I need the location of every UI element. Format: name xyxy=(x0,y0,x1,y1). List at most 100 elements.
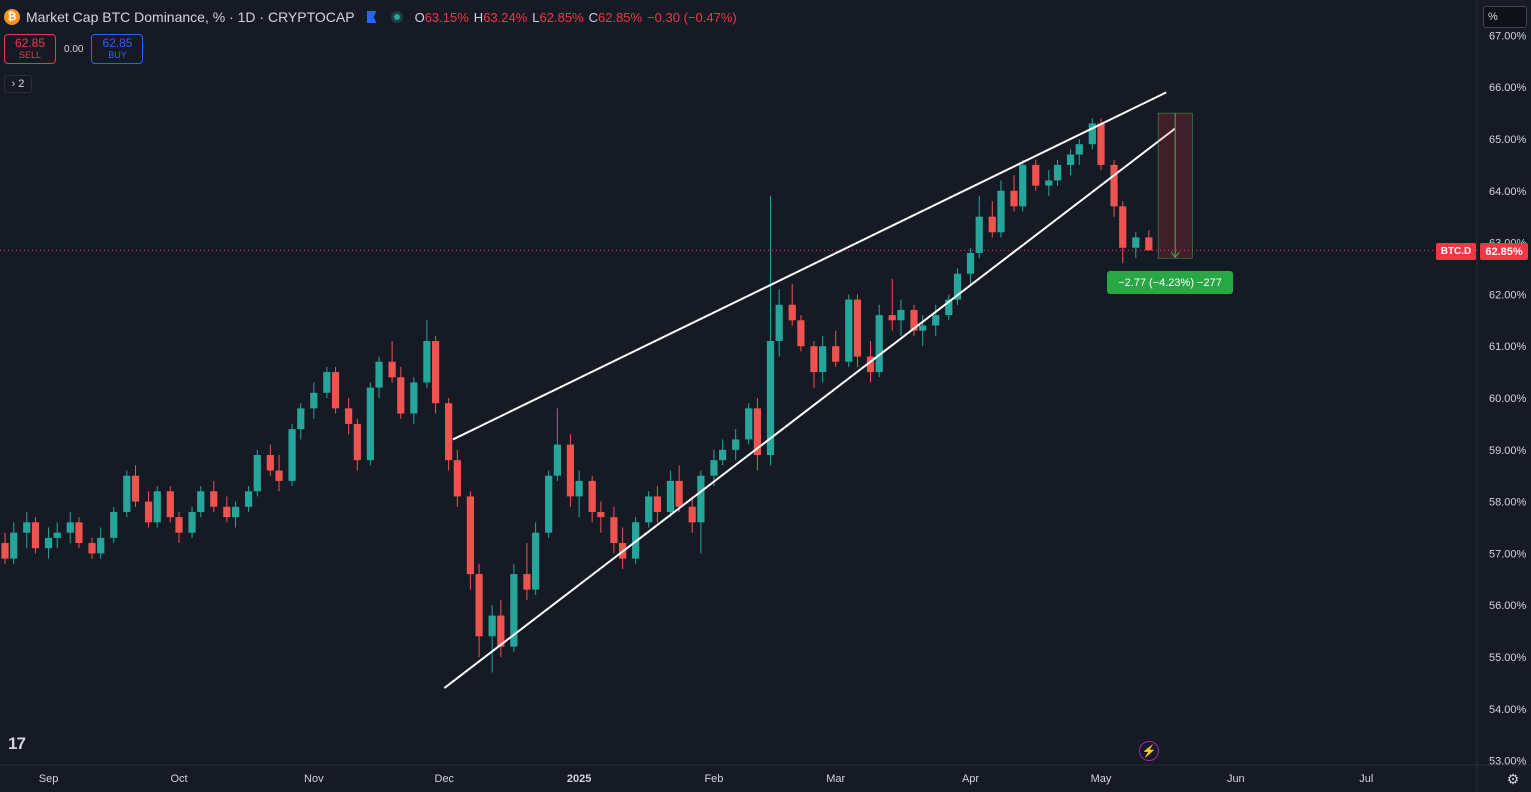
candle-body xyxy=(597,511,605,518)
candle-body xyxy=(832,346,840,362)
y-tick-label: 59.00% xyxy=(1489,445,1527,457)
candle-body xyxy=(375,361,383,388)
candle-body xyxy=(753,408,762,455)
flag-icon[interactable] xyxy=(366,11,377,23)
x-tick-label: 2025 xyxy=(567,773,591,785)
candle-body xyxy=(131,475,140,502)
gear-icon[interactable]: ⚙ xyxy=(1506,770,1520,787)
sell-price: 62.85 xyxy=(14,36,46,50)
candle-body xyxy=(566,444,575,497)
spread-value: 0.00 xyxy=(64,43,84,55)
sell-button[interactable]: 62.85 SELL xyxy=(4,34,56,64)
candle-body xyxy=(223,506,231,518)
candle-body xyxy=(288,429,296,481)
candle-body xyxy=(666,480,675,512)
bitcoin-logo-icon: ₿ xyxy=(4,9,20,25)
candle-body xyxy=(819,346,827,373)
candle-body xyxy=(919,325,927,331)
candle-body xyxy=(88,543,96,554)
candle-body xyxy=(44,537,53,549)
candle-body xyxy=(1053,164,1062,181)
candle-body xyxy=(688,506,696,523)
candle-body xyxy=(510,574,518,647)
candle-body xyxy=(397,377,405,414)
candle-body xyxy=(353,423,361,461)
lightning-icon[interactable]: ⚡ xyxy=(1139,741,1159,761)
candle-body xyxy=(610,517,618,544)
x-tick-label: Jun xyxy=(1227,773,1245,785)
symbol-price-tag: BTC.D xyxy=(1436,243,1476,260)
chevron-icon: › xyxy=(11,78,16,90)
candle-body xyxy=(1110,164,1118,207)
high-label: H xyxy=(473,9,484,25)
close-label: C xyxy=(588,9,598,25)
indicators-toggle-button[interactable]: › 2 xyxy=(4,75,32,93)
candle-body xyxy=(166,491,174,518)
market-status-icon[interactable] xyxy=(390,11,403,23)
candle-body xyxy=(423,341,431,383)
last-price-tag: 62.85% xyxy=(1480,243,1528,260)
candle-body xyxy=(653,496,662,512)
candle-body xyxy=(897,309,905,321)
candle-body xyxy=(345,408,353,424)
candle-body xyxy=(297,408,305,430)
candle-body xyxy=(175,517,183,533)
candle-body xyxy=(1,543,9,559)
candle-body xyxy=(366,387,374,461)
candle-body xyxy=(797,320,805,347)
candle-body xyxy=(1010,190,1018,207)
candle-body xyxy=(431,341,440,404)
upper-wedge-line xyxy=(452,91,1167,441)
x-tick-label: Nov xyxy=(304,773,324,785)
x-tick-label: Mar xyxy=(826,773,845,785)
candle-body xyxy=(853,299,862,357)
candle-body xyxy=(323,372,331,393)
buy-button[interactable]: 62.85 BUY xyxy=(91,34,144,64)
candle-body xyxy=(488,615,496,637)
measure-label: −2.77 (−4.23%) −277 xyxy=(1107,271,1233,294)
x-tick-label: Jul xyxy=(1359,773,1373,785)
candle-body xyxy=(745,408,753,440)
high-value: 63.24% xyxy=(483,9,528,25)
y-tick-label: 55.00% xyxy=(1489,652,1527,664)
candle-body xyxy=(775,304,783,342)
candle-body xyxy=(210,491,218,507)
candle-body xyxy=(244,491,253,507)
candle-body xyxy=(253,454,261,492)
candle-body xyxy=(1088,123,1096,145)
candle-body xyxy=(153,491,161,523)
y-tick-label: 54.00% xyxy=(1489,704,1527,716)
candle-body xyxy=(31,522,40,549)
candle-body xyxy=(1097,123,1105,165)
candle-body xyxy=(988,216,996,233)
candle-body xyxy=(310,392,318,409)
candle-body xyxy=(1019,164,1027,207)
candle-body xyxy=(966,252,975,274)
lower-wedge-line xyxy=(443,127,1176,689)
open-label: O xyxy=(414,9,425,25)
x-tick-label: Feb xyxy=(704,773,723,785)
candle-body xyxy=(532,532,540,590)
candle-body xyxy=(275,470,283,481)
x-tick-label: Sep xyxy=(39,773,59,785)
ohlc-values: O63.15% H63.24% L62.85% C62.85% −0.30 (−… xyxy=(415,10,737,25)
candle-body xyxy=(1075,144,1083,155)
candle-body xyxy=(188,511,196,533)
chart-header: ₿ Market Cap BTC Dominance, % · 1D · CRY… xyxy=(4,6,737,28)
candle-body xyxy=(331,372,340,409)
scale-mode-input[interactable]: % xyxy=(1483,6,1527,28)
symbol-title[interactable]: Market Cap BTC Dominance, % · 1D · CRYPT… xyxy=(26,9,355,25)
candle-body xyxy=(231,506,240,518)
candle-body xyxy=(997,190,1005,233)
close-value: 62.85% xyxy=(598,9,643,25)
trade-panel: 62.85 SELL 0.00 62.85 BUY xyxy=(4,34,144,64)
tradingview-logo-icon[interactable]: 17 xyxy=(8,734,26,753)
candle-body xyxy=(523,574,531,590)
x-tick-label: Oct xyxy=(170,773,187,785)
candle-body xyxy=(445,403,453,461)
open-value: 63.15% xyxy=(424,9,469,25)
y-tick-label: 67.00% xyxy=(1489,30,1527,42)
candle-body xyxy=(945,299,953,316)
candle-body xyxy=(553,444,561,476)
